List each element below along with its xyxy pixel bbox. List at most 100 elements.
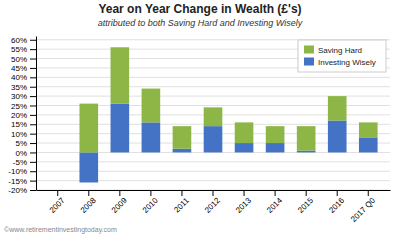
x-tick-mark [57,190,58,196]
y-tick: 20% [11,111,36,120]
y-tick-mark [30,124,36,125]
y-tick-label: 35% [11,83,27,92]
grid-line [36,86,390,87]
x-tick-label: 2007 [48,196,67,215]
y-tick-label: 15% [11,120,27,129]
x-tick-label: 2017 Q0 [349,196,377,224]
legend-swatch [304,58,314,66]
y-tick: -10% [8,167,36,176]
y-axis: -20%-15%-10%-5%0%5%10%15%20%25%30%35%40%… [8,36,36,195]
y-tick-mark [30,59,36,60]
title: Year on Year Change in Wealth (£'s) [98,2,301,16]
x-tick: 2012 [203,190,222,215]
y-tick-label: 30% [11,92,27,101]
x-tick-mark [368,190,369,196]
x-tick-label: 2011 [172,196,191,215]
y-tick-mark [30,68,36,69]
legend: Saving Hard Investing Wisely [298,40,386,72]
x-tick-label: 2016 [327,196,346,215]
bar [111,104,130,153]
bar [142,89,161,123]
chart: Year on Year Change in Wealth (£'s) attri… [0,0,400,236]
y-tick-label: 40% [11,73,27,82]
x-tick-mark [337,190,338,196]
x-tick: 2009 [110,190,129,215]
bar [297,151,316,153]
bar [297,126,316,150]
y-tick: 25% [11,102,36,111]
y-tick-label: -15% [8,177,27,186]
x-tick: 2015 [296,190,315,215]
y-tick-mark [30,143,36,144]
x-tick-label: 2012 [203,196,222,215]
y-tick-mark [30,77,36,78]
y-tick-mark [30,96,36,97]
x-tick: 2010 [141,190,160,215]
legend-swatch [304,46,314,54]
y-tick-label: 25% [11,102,27,111]
x-tick: 2017 Q0 [349,190,377,224]
y-tick-mark [30,152,36,153]
y-tick-mark [30,171,36,172]
bar [235,122,254,143]
y-tick-label: 10% [11,130,27,139]
x-tick-mark [213,190,214,196]
bar [173,126,192,149]
x-tick: 2016 [327,190,346,215]
x-tick: 2014 [265,190,284,215]
bar [328,96,347,120]
x-tick: 2007 [48,190,67,215]
bar [48,152,67,153]
bar [359,122,378,137]
y-tick-mark [30,115,36,116]
grid [36,40,390,190]
subtitle: attributed to both Saving Hard and Inves… [98,18,303,28]
y-tick-label: -5% [13,158,27,167]
plot: -20%-15%-10%-5%0%5%10%15%20%25%30%35%40%… [8,36,390,224]
bar [359,137,378,152]
y-tick: 5% [15,139,36,148]
y-tick: 15% [11,120,36,129]
x-tick-label: 2015 [296,196,315,215]
x-tick: 2008 [79,190,98,215]
y-tick: -15% [8,177,36,186]
y-tick-label: 5% [15,139,27,148]
y-tick: 45% [11,64,36,73]
bar [204,126,223,152]
bar [79,104,98,153]
legend-item: Saving Hard [304,46,362,56]
grid-line [36,77,390,78]
y-tick-label: 55% [11,45,27,54]
y-axis-line [36,37,37,191]
bar [48,152,67,153]
bar [235,143,254,152]
y-tick-mark [30,162,36,163]
bar [111,47,130,103]
y-tick-mark [30,134,36,135]
legend-label: Investing Wisely [318,58,376,67]
y-tick: 40% [11,73,36,82]
x-tick: 2013 [234,190,253,215]
bar [173,149,192,153]
bar [266,126,285,143]
y-tick-label: 50% [11,55,27,64]
x-tick-mark [119,190,120,196]
bar [79,152,98,182]
y-tick-mark [30,49,36,50]
legend-item: Investing Wisely [304,58,376,68]
y-tick: 60% [11,36,36,45]
y-tick-label: -10% [8,167,27,176]
x-tick-label: 2010 [141,196,160,215]
y-tick: 30% [11,92,36,101]
x-tick-mark [181,190,182,196]
watermark: ©www.retirementinvestingtoday.com [4,226,117,234]
x-tick: 2011 [172,190,191,214]
y-tick: 50% [11,55,36,64]
bar [266,143,285,152]
y-tick-label: 0% [15,148,27,157]
y-tick-mark [30,190,36,191]
y-tick-mark [30,105,36,106]
x-tick-label: 2009 [110,196,129,215]
legend-label: Saving Hard [318,46,362,55]
x-tick-mark [244,190,245,196]
